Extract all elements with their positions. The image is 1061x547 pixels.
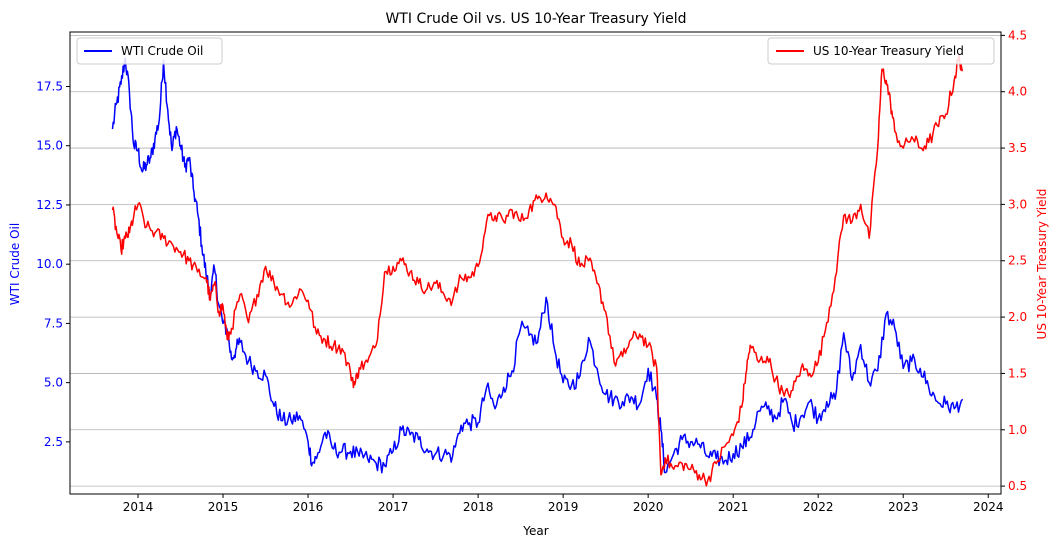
legend-right-label: US 10-Year Treasury Yield [813, 44, 964, 58]
y-left-tick-label: 10.0 [36, 257, 63, 271]
y-right-tick-label: 1.5 [1008, 366, 1027, 380]
x-axis-label: Year [522, 524, 548, 538]
x-axis: 2014 2015 2016 2017 2018 2019 2020 2021 2022 2023… [123, 494, 1004, 514]
y-right-tick-label: 2.5 [1008, 254, 1027, 268]
legend-left-box [76, 37, 223, 65]
y-left-tick-label: 5.0 [44, 376, 63, 390]
chart-title: WTI Crude Oil vs. US 10-Year Treasury Yi… [385, 11, 686, 27]
series-line-wti-crude-oil [111, 57, 964, 474]
x-tick-label: 2017 [378, 500, 409, 514]
plot-area [70, 32, 1001, 494]
x-tick-label: 2015 [208, 500, 239, 514]
x-tick-label: 2018 [463, 500, 494, 514]
y-axis-right: 0.5 1.0 1.5 2.0 2.5 3.0 3.5 4.0 4.5 [1001, 28, 1027, 493]
y-right-tick-label: 4.0 [1008, 85, 1027, 99]
y-left-tick-label: 17.5 [36, 79, 63, 93]
y-axis-label-left: WTI Crude Oil [8, 223, 22, 305]
x-tick-label: 2022 [803, 500, 834, 514]
x-tick-label: 2024 [973, 500, 1004, 514]
y-right-tick-label: 2.0 [1008, 310, 1027, 324]
y-right-tick-label: 1.0 [1008, 423, 1027, 437]
y-left-tick-label: 15.0 [36, 139, 63, 153]
x-tick-label: 2014 [123, 500, 154, 514]
x-tick-label: 2016 [293, 500, 324, 514]
series-layer-right [111, 54, 964, 487]
x-tick-label: 2019 [548, 500, 579, 514]
legend-left-label: WTI Crude Oil [121, 44, 203, 58]
series-layer-left [111, 57, 964, 474]
series-line-us-10-year-treasury-yield [111, 54, 964, 487]
x-tick-label: 2023 [888, 500, 919, 514]
x-tick-label: 2021 [718, 500, 749, 514]
y-right-tick-label: 4.5 [1008, 28, 1027, 42]
y-axis-left: 2.5 5.0 7.5 10.0 12.5 15.0 17.5 [36, 79, 70, 449]
y-axis-label-right: US 10-Year Treasury Yield [1035, 189, 1049, 340]
legend-right: US 10-Year Treasury Yield [767, 37, 995, 65]
x-tick-label: 2020 [633, 500, 664, 514]
y-right-tick-label: 3.0 [1008, 197, 1027, 211]
plot-frame [69, 31, 1002, 495]
y-right-tick-label: 0.5 [1008, 479, 1027, 493]
legend-right-box [767, 37, 995, 65]
y-left-tick-label: 2.5 [44, 435, 63, 449]
y-left-tick-label: 12.5 [36, 198, 63, 212]
legend-left: WTI Crude Oil [76, 37, 223, 65]
y-right-tick-label: 3.5 [1008, 141, 1027, 155]
y-left-tick-label: 7.5 [44, 316, 63, 330]
